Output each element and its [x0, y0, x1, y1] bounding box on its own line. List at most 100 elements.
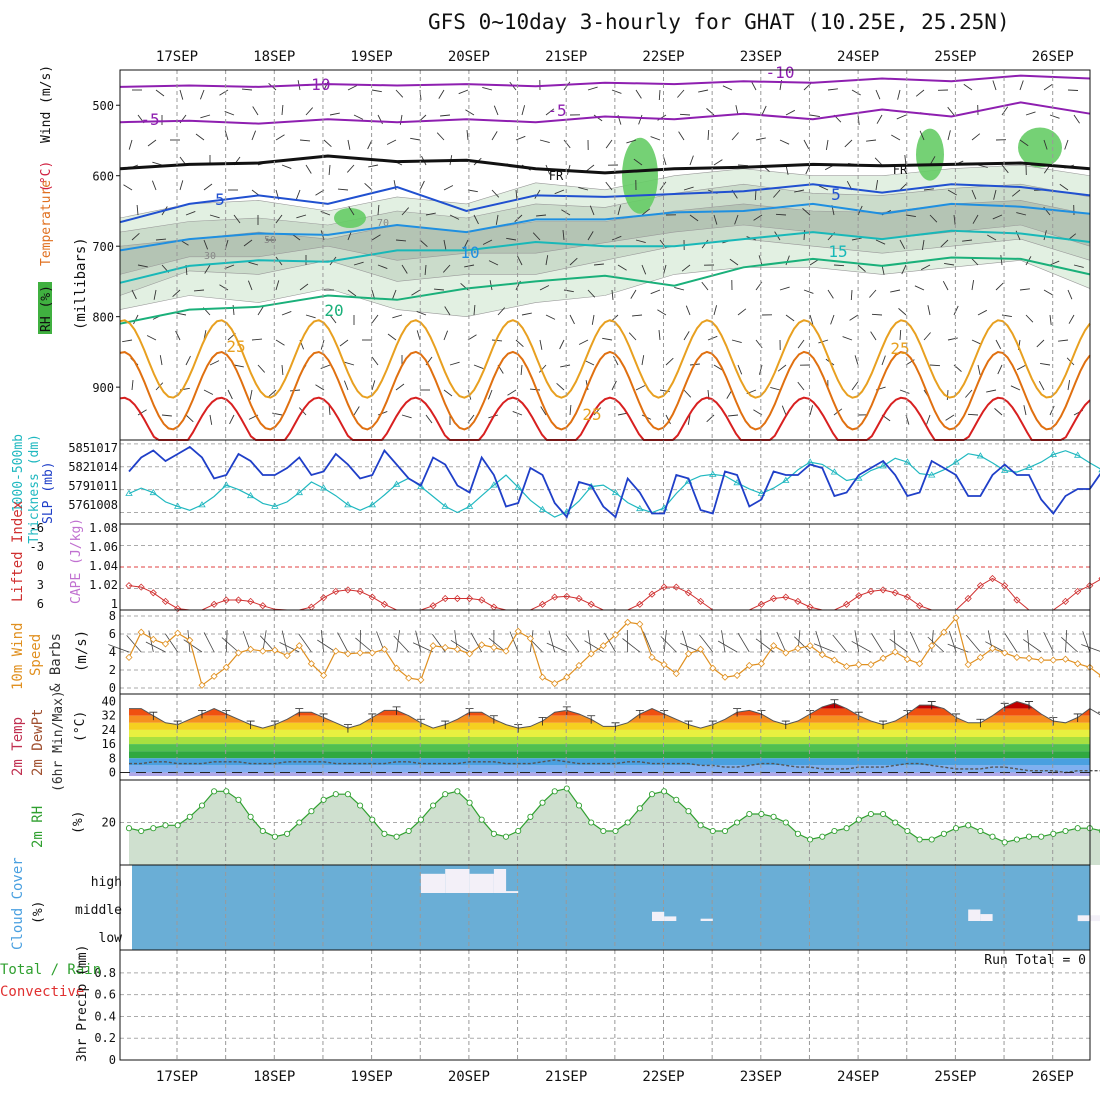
side-label-cloud-units: (%): [31, 901, 46, 924]
side-label-temperature: Temperature: [39, 180, 54, 266]
wind-barb: [593, 407, 602, 416]
lifted-index-point: [551, 593, 559, 601]
wind-barb: [377, 410, 388, 416]
minmax-marker: [295, 708, 304, 717]
wind-barb: [204, 264, 211, 274]
wind-barb: [399, 114, 403, 125]
rh-point: [1001, 839, 1008, 846]
wind-barb: [761, 105, 767, 116]
rh-tick-label: 20: [102, 816, 116, 830]
wind-barb: [411, 289, 421, 296]
wind-speed-point: [770, 642, 778, 650]
rh-point: [588, 819, 595, 826]
wind-barb-10m: [412, 642, 434, 653]
wind-barb: [992, 80, 997, 91]
wind-barb: [1016, 364, 1027, 371]
rh-point: [125, 825, 133, 832]
rh-point: [198, 802, 206, 809]
wind-barb: [315, 384, 325, 391]
wind-barb: [464, 264, 475, 268]
wind-barb: [818, 339, 829, 344]
rh-contour-label: 50: [264, 235, 276, 246]
wind-barb: [593, 263, 604, 266]
date-label-top: 23SEP: [740, 49, 782, 65]
rh-point: [734, 819, 741, 826]
wind-barb: [1059, 183, 1069, 191]
thickness-point: [611, 488, 620, 496]
side-label-cape: CAPE (J/kg): [69, 518, 84, 604]
rh-point: [138, 827, 145, 835]
lifted-index-point: [125, 582, 133, 590]
wind-barb: [155, 89, 165, 97]
wind-barb: [993, 189, 997, 200]
wind-barb: [249, 389, 253, 400]
wind-barb: [506, 237, 517, 241]
thickness-point: [295, 488, 304, 496]
wind-barb-10m: [832, 634, 847, 653]
wind-barb: [962, 239, 973, 242]
wind-speed-point: [429, 642, 437, 650]
thickness-point: [149, 488, 158, 496]
wind-barb: [970, 257, 979, 266]
wind-barb: [809, 405, 814, 416]
wind-barb: [1010, 385, 1021, 391]
wind-barb-10m: [225, 629, 228, 653]
minmax-marker: [538, 717, 547, 726]
minmax-marker: [635, 710, 644, 719]
wind-speed-point: [441, 643, 449, 652]
thickness-point: [879, 462, 887, 469]
wind-barb-10m: [548, 630, 556, 653]
cloud-background: [132, 865, 1090, 950]
wind-barb: [305, 107, 314, 116]
wind-barb: [844, 139, 853, 148]
wind-barb: [785, 109, 796, 116]
wind-barb: [185, 414, 194, 423]
thickness-line: [128, 450, 1100, 518]
wind-barb: [1064, 139, 1069, 150]
minmax-marker: [927, 701, 936, 710]
date-label-top: 22SEP: [642, 49, 684, 65]
lifted-index-point: [575, 594, 583, 603]
rh-point: [575, 802, 583, 809]
cloud-block-middle: [700, 918, 713, 921]
wind-barb: [617, 264, 627, 271]
isotherm-label: 15: [828, 242, 847, 261]
pressure-tick-label: 600: [92, 170, 114, 184]
wind-barb: [536, 214, 547, 217]
rh-point: [977, 827, 984, 835]
wind-barb-10m: [794, 636, 811, 653]
temperature-color-band: [129, 715, 1090, 723]
wind-barb: [633, 158, 643, 166]
minmax-marker: [757, 710, 766, 719]
lifted-index-point: [441, 594, 449, 603]
wind-barb: [896, 114, 907, 120]
wind-barb-10m: [317, 639, 336, 653]
rh-point: [648, 791, 656, 798]
wind-barb: [803, 229, 806, 241]
wind-barb: [257, 364, 266, 373]
wind-barb: [921, 239, 925, 250]
wind-barb: [449, 214, 460, 220]
wind-barb: [904, 155, 907, 166]
wind-barb: [563, 289, 574, 293]
cape-tick-label: 1.04: [89, 559, 118, 573]
wind-barb: [1016, 212, 1027, 216]
wind-barb: [529, 388, 541, 391]
wind-barb: [611, 380, 617, 391]
wind-barb: [602, 337, 613, 341]
minmax-marker: [1025, 701, 1034, 710]
lifted-index-point: [794, 597, 802, 605]
wind-barb: [665, 357, 674, 366]
wind-barb: [797, 381, 805, 391]
wind-barb: [563, 139, 571, 149]
wind-barb: [1043, 139, 1048, 150]
minmax-marker: [173, 720, 182, 730]
rh-point: [612, 827, 619, 835]
wind-barb: [971, 339, 982, 345]
wind-barb: [329, 314, 337, 324]
wind-barb: [905, 214, 916, 218]
wind-barb: [578, 186, 589, 191]
wind-speed-point: [283, 652, 291, 660]
wind-barb: [587, 86, 598, 91]
wind-barb: [1073, 114, 1080, 124]
